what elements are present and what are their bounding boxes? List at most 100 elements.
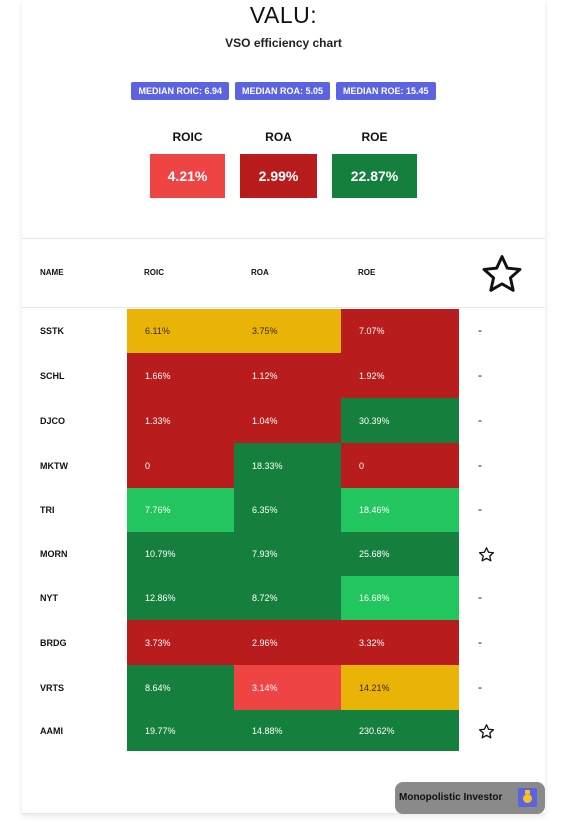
favorite-star-icon[interactable] (478, 546, 495, 563)
page-title: VALU: (249, 2, 318, 28)
roic-value: 7.76% (145, 505, 171, 515)
roic-value: 0 (145, 460, 151, 471)
roa-value: 1.04% (252, 415, 278, 426)
roic-value: 1.66% (145, 370, 171, 381)
roe-value: 30.39% (359, 415, 390, 426)
roe-value: 25.68% (359, 549, 390, 559)
roe-value: 14.21% (359, 682, 390, 693)
roic-cell: 1.33% (127, 398, 234, 443)
roic-cell: 1.66% (127, 353, 234, 398)
brand-badge[interactable]: Monopolistic Investor (395, 782, 545, 814)
medal-icon (518, 788, 537, 807)
roic-value: 8.64% (145, 682, 171, 693)
table-header: NAME ROIC ROA ROE (22, 240, 545, 307)
summary-roa-label: ROA (265, 130, 292, 144)
roe-value: 0 (359, 460, 365, 471)
column-header-roa[interactable]: ROA (251, 268, 269, 277)
roa-cell: 2.96% (234, 620, 341, 665)
brand-name: Monopolistic Investor (399, 792, 503, 803)
column-header-roe[interactable]: ROE (358, 268, 376, 277)
roa-cell: 7.93% (234, 532, 341, 576)
favorite-placeholder[interactable]: - (478, 679, 482, 694)
roic-cell: 19.77% (127, 710, 234, 751)
roe-value: 3.32% (359, 637, 385, 648)
ticker-name[interactable]: AAMI (40, 725, 63, 736)
roic-cell: 3.73% (127, 620, 234, 665)
summary-roe-label: ROE (361, 130, 388, 144)
roe-value: 16.68% (359, 593, 390, 603)
ticker-name[interactable]: BRDG (40, 637, 67, 648)
roa-value: 3.75% (252, 326, 278, 336)
roa-value: 18.33% (252, 460, 283, 471)
roa-value: 7.93% (252, 549, 278, 559)
ticker-name[interactable]: MKTW (40, 460, 68, 471)
table-row: SSTK 6.11% 3.75% 7.07% - (22, 309, 545, 353)
median-roe-badge: MEDIAN ROE: 15.45 (336, 82, 436, 100)
roe-cell: 18.46% (341, 488, 459, 532)
roic-cell: 10.79% (127, 532, 234, 576)
ticker-name[interactable]: SCHL (40, 370, 65, 381)
roa-value: 3.14% (252, 682, 278, 693)
ticker-name[interactable]: TRI (40, 505, 55, 515)
ticker-name[interactable]: DJCO (40, 415, 66, 426)
roa-cell: 3.14% (234, 665, 341, 710)
ticker-name[interactable]: MORN (40, 549, 68, 559)
roic-value: 19.77% (145, 725, 176, 736)
summary-roe: ROE 22.87% (332, 130, 417, 198)
summary-roic-value: 4.21% (150, 154, 225, 198)
roa-value: 14.88% (252, 725, 283, 736)
favorite-placeholder[interactable]: - (478, 323, 482, 337)
roa-cell: 14.88% (234, 710, 341, 751)
roa-value: 2.96% (252, 637, 278, 648)
roic-value: 6.11% (145, 326, 170, 336)
ticker-name[interactable]: SSTK (40, 326, 65, 336)
divider (22, 307, 545, 308)
column-header-roic[interactable]: ROIC (144, 268, 164, 277)
roic-cell: 12.86% (127, 576, 234, 620)
roe-value: 1.92% (359, 370, 385, 381)
favorite-placeholder[interactable]: - (478, 457, 482, 472)
summary-roa: ROA 2.99% (240, 130, 317, 198)
roa-cell: 3.75% (234, 309, 341, 353)
ticker-name[interactable]: VRTS (40, 682, 65, 693)
roa-cell: 18.33% (234, 443, 341, 488)
favorite-placeholder[interactable]: - (478, 502, 482, 516)
roe-value: 230.62% (359, 725, 395, 736)
favorite-placeholder[interactable]: - (478, 412, 482, 427)
roe-cell: 7.07% (341, 309, 459, 353)
column-header-name[interactable]: NAME (40, 268, 64, 277)
roe-value: 18.46% (359, 505, 390, 515)
table-row: TRI 7.76% 6.35% 18.46% - (22, 488, 545, 532)
summary-roe-value: 22.87% (332, 154, 417, 198)
favorite-placeholder[interactable]: - (478, 590, 482, 604)
page-subtitle: VSO efficiency chart (225, 36, 342, 50)
roic-cell: 6.11% (127, 309, 234, 353)
roic-value: 3.73% (145, 637, 171, 648)
roe-cell: 25.68% (341, 532, 459, 576)
divider (22, 238, 545, 239)
roe-cell: 16.68% (341, 576, 459, 620)
roa-cell: 1.04% (234, 398, 341, 443)
star-icon[interactable] (480, 252, 524, 296)
roe-cell: 230.62% (341, 710, 459, 751)
table-row: MORN 10.79% 7.93% 25.68% (22, 532, 545, 576)
table-row: VRTS 8.64% 3.14% 14.21% - (22, 665, 545, 710)
median-badges: MEDIAN ROIC: 6.94 MEDIAN ROA: 5.05 MEDIA… (22, 82, 545, 100)
favorite-star-icon[interactable] (478, 723, 495, 740)
roic-value: 1.33% (145, 415, 171, 426)
table-row: AAMI 19.77% 14.88% 230.62% (22, 710, 545, 751)
ticker-name[interactable]: NYT (40, 593, 58, 603)
table-row: NYT 12.86% 8.72% 16.68% - (22, 576, 545, 620)
favorite-placeholder[interactable]: - (478, 367, 482, 382)
median-roic-badge: MEDIAN ROIC: 6.94 (131, 82, 229, 100)
roa-cell: 1.12% (234, 353, 341, 398)
summary-roa-value: 2.99% (240, 154, 317, 198)
efficiency-card: VALU: VSO efficiency chart MEDIAN ROIC: … (22, 0, 545, 814)
roa-value: 1.12% (252, 370, 278, 381)
roe-cell: 1.92% (341, 353, 459, 398)
favorite-placeholder[interactable]: - (478, 634, 482, 649)
roe-cell: 0 (341, 443, 459, 488)
median-roa-badge: MEDIAN ROA: 5.05 (234, 82, 330, 100)
roic-cell: 8.64% (127, 665, 234, 710)
summary-roic: ROIC 4.21% (150, 130, 225, 198)
